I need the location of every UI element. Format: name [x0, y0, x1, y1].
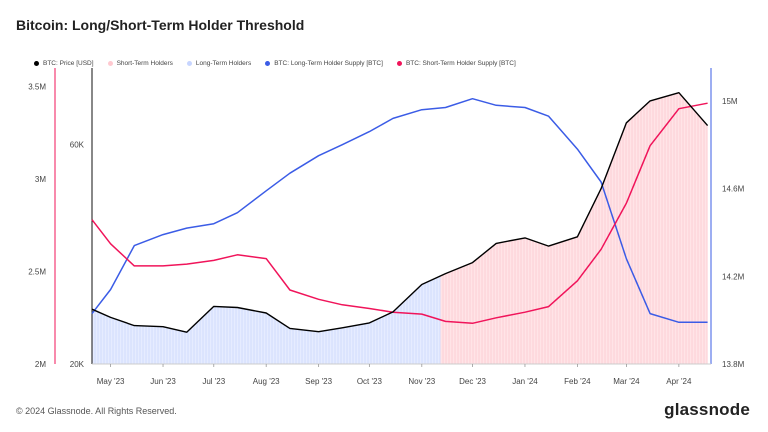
sth-shading [440, 92, 708, 364]
x-tick-label: Mar '24 [613, 377, 640, 386]
y-price-tick-label: 60K [70, 141, 85, 150]
x-tick-label: Aug '23 [253, 377, 280, 386]
holder-shading [92, 92, 708, 364]
x-tick-label: Sep '23 [305, 377, 332, 386]
x-tick-label: Dec '23 [459, 377, 486, 386]
y-right-tick-label: 14.6M [722, 185, 745, 194]
legend-label-lth-supply: BTC: Long-Term Holder Supply [BTC] [274, 60, 383, 67]
y-right-tick-label: 15M [722, 97, 738, 106]
legend-label-price: BTC: Price [USD] [43, 60, 94, 67]
legend-label-lth: Long-Term Holders [195, 60, 252, 67]
x-tick-label: Oct '23 [357, 377, 383, 386]
x-tick-label: Jan '24 [512, 377, 538, 386]
legend-item-sth-supply[interactable]: BTC: Short-Term Holder Supply [BTC] [396, 60, 516, 67]
axes: 3.5M 3M 2.5M 2M 60K 20K 15M 14.6M 14.2M 13.8M May … [28, 68, 745, 386]
y-left-tick-label: 3M [35, 175, 46, 184]
legend-label-sth: Short-Term Holders [116, 60, 173, 67]
price-line [91, 92, 709, 333]
y-left-tick-label: 2M [35, 360, 46, 369]
legend-dot-sth-supply [396, 61, 402, 66]
legend-item-lth-supply[interactable]: BTC: Long-Term Holder Supply [BTC] [265, 60, 383, 67]
legend-dot-sth [107, 61, 113, 66]
legend-item-lth[interactable]: Long-Term Holders [186, 60, 252, 67]
x-tick-label: Feb '24 [564, 377, 591, 386]
legend-item-sth[interactable]: Short-Term Holders [107, 60, 173, 67]
y-right-tick-label: 13.8M [722, 360, 745, 369]
lth-supply-line [91, 97, 708, 324]
legend-dot-lth-supply [265, 61, 271, 66]
legend-dot-lth [186, 61, 192, 66]
legend-item-price[interactable]: BTC: Price [USD] [34, 60, 94, 67]
x-tick-label: Apr '24 [666, 377, 692, 386]
glassnode-logo[interactable]: glassnode [664, 400, 750, 419]
legend: BTC: Price [USD] Short-Term Holders Long… [34, 60, 516, 67]
copyright: © 2024 Glassnode. All Rights Reserved. [16, 406, 177, 416]
legend-label-sth-supply: BTC: Short-Term Holder Supply [BTC] [405, 60, 516, 67]
x-tick-label: May '23 [97, 377, 125, 386]
chart-title: Bitcoin: Long/Short-Term Holder Threshol… [16, 17, 305, 33]
x-tick-label: Jun '23 [150, 377, 176, 386]
y-left-tick-label: 2.5M [28, 268, 46, 277]
y-price-tick-label: 20K [70, 360, 85, 369]
x-tick-label: Nov '23 [408, 377, 435, 386]
legend-dot-price [34, 61, 39, 66]
y-right-tick-label: 14.2M [722, 272, 745, 281]
y-left-tick-label: 3.5M [28, 83, 46, 92]
series-lines [91, 92, 709, 333]
x-tick-label: Jul '23 [202, 377, 225, 386]
